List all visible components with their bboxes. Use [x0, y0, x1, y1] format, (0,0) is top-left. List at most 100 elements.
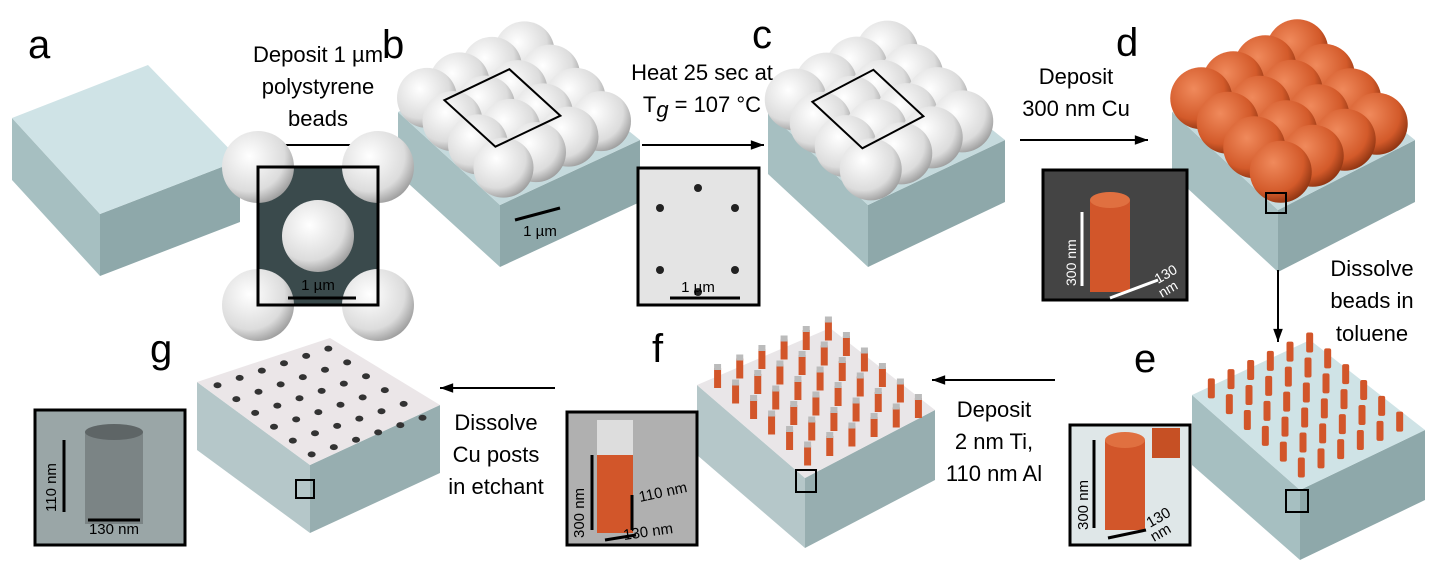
- post-cap: [772, 386, 779, 392]
- hole: [85, 432, 143, 524]
- post: [1378, 396, 1385, 416]
- post: [1283, 392, 1290, 412]
- hole: [378, 408, 386, 414]
- post-cap: [803, 326, 810, 332]
- post: [1337, 439, 1344, 459]
- step-text: Deposit: [957, 397, 1032, 422]
- scale-label: 130 nm: [89, 521, 139, 538]
- post: [897, 383, 904, 403]
- pore: [731, 204, 739, 212]
- post-cap: [826, 432, 833, 438]
- arrow-head: [751, 140, 764, 150]
- post-cap: [781, 336, 788, 342]
- post-cap: [768, 411, 775, 417]
- post: [597, 455, 633, 533]
- hole: [355, 416, 363, 422]
- post: [1301, 408, 1308, 428]
- panel-label: d: [1116, 21, 1138, 65]
- post-cap: [776, 361, 783, 367]
- step-text: 2 nm Ti,: [955, 429, 1033, 454]
- post: [1152, 428, 1180, 458]
- hole: [258, 368, 266, 374]
- hole: [419, 415, 427, 421]
- post: [1280, 442, 1287, 462]
- pore: [656, 204, 664, 212]
- step-text: T: [643, 92, 656, 117]
- post: [781, 340, 788, 360]
- post: [830, 411, 837, 431]
- step-text: Deposit 1 µm: [253, 42, 383, 67]
- post-cap: [732, 380, 739, 386]
- post-cap: [821, 342, 828, 348]
- post-cap: [839, 357, 846, 363]
- post: [871, 417, 878, 437]
- post: [857, 377, 864, 397]
- post: [1105, 440, 1145, 530]
- post: [1287, 342, 1294, 362]
- hole: [318, 388, 326, 394]
- post: [1247, 360, 1254, 380]
- post: [803, 330, 810, 350]
- post-cap: [848, 423, 855, 429]
- post: [1282, 417, 1289, 437]
- hole: [302, 353, 310, 359]
- step-text: Dissolve: [454, 410, 537, 435]
- post-cap: [812, 392, 819, 398]
- post: [821, 346, 828, 366]
- post: [754, 374, 761, 394]
- hole: [374, 429, 382, 435]
- post: [1357, 430, 1364, 450]
- hole: [340, 381, 348, 387]
- post: [893, 408, 900, 428]
- arrow-head: [1273, 329, 1283, 342]
- bead: [840, 138, 902, 200]
- step-text: g: [656, 97, 669, 122]
- post: [843, 336, 850, 356]
- hole: [270, 424, 278, 430]
- bead: [282, 200, 354, 272]
- post-cap: [879, 363, 886, 369]
- post-cap: [825, 317, 832, 323]
- post: [1090, 200, 1130, 292]
- post: [790, 405, 797, 425]
- hole: [352, 437, 360, 443]
- post-cap: [893, 404, 900, 410]
- post: [1339, 414, 1346, 434]
- scale-label: 1 µm: [681, 279, 715, 296]
- post: [839, 361, 846, 381]
- step-text: Cu posts: [453, 442, 540, 467]
- post-cap: [861, 348, 868, 354]
- panel-label: a: [28, 23, 51, 67]
- post: [875, 392, 882, 412]
- post-cap: [817, 367, 824, 373]
- step-text: Dissolve: [1330, 256, 1413, 281]
- post: [812, 396, 819, 416]
- post: [750, 399, 757, 419]
- post-cap: [794, 376, 801, 382]
- post-cap: [736, 355, 743, 361]
- hole: [324, 346, 332, 352]
- post-cap: [915, 394, 922, 400]
- post-cap: [804, 442, 811, 448]
- post-cap: [714, 364, 721, 370]
- post: [879, 367, 886, 387]
- step-text: polystyrene: [262, 74, 375, 99]
- post: [786, 430, 793, 450]
- hole: [321, 367, 329, 373]
- hole: [280, 360, 288, 366]
- post: [799, 355, 806, 375]
- post: [1319, 423, 1326, 443]
- panel-label: e: [1134, 337, 1156, 381]
- post: [1264, 401, 1271, 421]
- post: [1305, 358, 1312, 378]
- post: [1323, 373, 1330, 393]
- post: [853, 402, 860, 422]
- post: [1226, 394, 1233, 414]
- panel-label: g: [150, 327, 172, 371]
- post: [1265, 376, 1272, 396]
- post-cap: [830, 407, 837, 413]
- post: [1318, 448, 1325, 468]
- hole: [232, 396, 240, 402]
- hole: [214, 382, 222, 388]
- hole: [333, 423, 341, 429]
